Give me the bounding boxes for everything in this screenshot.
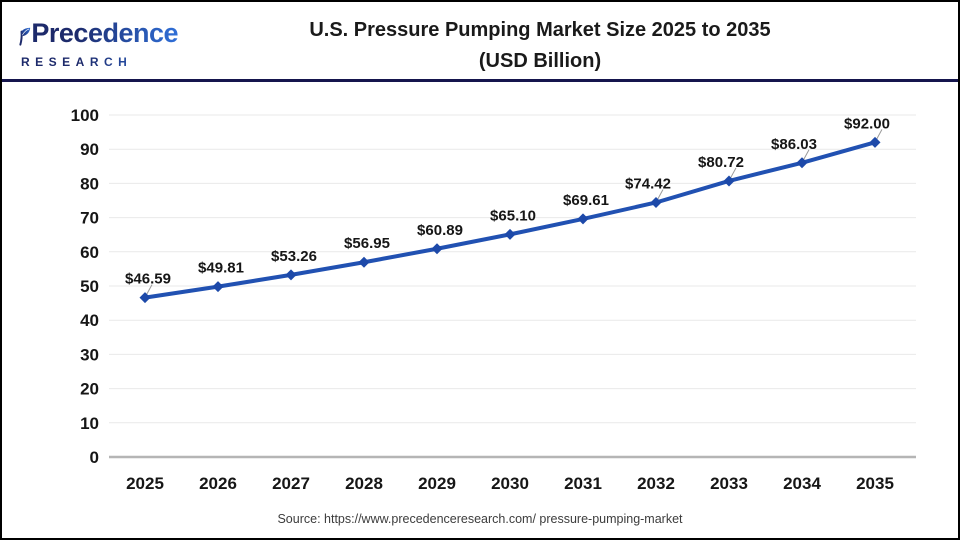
source-text: Source: https://www.precedenceresearch.c…: [277, 512, 683, 526]
data-point-label: $60.89: [417, 222, 463, 239]
x-axis-tick-label: 2027: [272, 474, 310, 493]
label-leader-line: [729, 167, 737, 180]
y-axis-tick-label: 100: [71, 106, 99, 125]
x-axis-tick-label: 2030: [491, 474, 529, 493]
x-axis-tick-label: 2026: [199, 474, 237, 493]
data-point-label: $49.81: [198, 260, 244, 277]
label-leader-line: [875, 129, 883, 141]
data-point-label: $74.42: [625, 175, 671, 192]
data-point-label: $80.72: [698, 154, 744, 171]
label-leader-line: [656, 189, 664, 201]
data-point-marker: [723, 175, 735, 187]
y-axis-tick-label: 20: [80, 380, 99, 399]
data-point-label: $86.03: [771, 136, 817, 153]
data-point-label: $46.59: [125, 271, 171, 288]
data-point-label: $69.61: [563, 192, 609, 209]
data-point-marker: [285, 269, 297, 281]
chart-title-line2: (USD Billion): [478, 50, 602, 72]
data-point-marker: [504, 228, 516, 240]
x-axis-tick-label: 2035: [856, 474, 894, 493]
x-axis-tick-label: 2034: [783, 474, 821, 493]
y-axis-tick-label: 50: [80, 277, 99, 296]
y-axis-tick-label: 10: [80, 414, 99, 433]
x-axis-tick-label: 2025: [126, 474, 164, 493]
precedence-research-logo: Precedence RESEARCH: [18, 16, 178, 69]
data-point-label: $65.10: [490, 207, 536, 224]
y-axis-tick-label: 30: [80, 345, 99, 364]
data-point-label: $92.00: [844, 115, 890, 132]
data-point-label: $53.26: [271, 248, 317, 265]
data-point-marker: [577, 213, 589, 225]
y-axis-tick-label: 60: [80, 243, 99, 262]
label-leader-line: [145, 284, 153, 296]
data-point-marker: [358, 256, 370, 268]
x-axis-tick-label: 2029: [418, 474, 456, 493]
logo-subtitle-text: RESEARCH: [18, 55, 178, 69]
y-axis-tick-label: 80: [80, 174, 99, 193]
y-axis-tick-label: 40: [80, 311, 99, 330]
data-point-marker: [869, 136, 881, 148]
y-axis-tick-label: 70: [80, 209, 99, 228]
data-point-label: $56.95: [344, 235, 390, 252]
data-point-marker: [796, 157, 808, 169]
logo-brand-text: Precedence: [31, 18, 178, 48]
x-axis-tick-label: 2032: [637, 474, 675, 493]
x-axis-tick-label: 2031: [564, 474, 602, 493]
data-point-marker: [212, 281, 224, 293]
data-point-marker: [139, 292, 151, 304]
x-axis-tick-label: 2033: [710, 474, 748, 493]
chart-title: U.S. Pressure Pumping Market Size 2025 t…: [162, 15, 918, 77]
label-leader-line: [802, 149, 810, 162]
data-point-marker: [650, 196, 662, 208]
chart-title-line1: U.S. Pressure Pumping Market Size 2025 t…: [309, 19, 771, 41]
y-axis-tick-label: 90: [80, 140, 99, 159]
header-separator: [2, 79, 958, 82]
x-axis-tick-label: 2028: [345, 474, 383, 493]
y-axis-tick-label: 0: [90, 448, 99, 467]
leaf-p-icon: [19, 27, 31, 46]
data-point-marker: [431, 243, 443, 255]
